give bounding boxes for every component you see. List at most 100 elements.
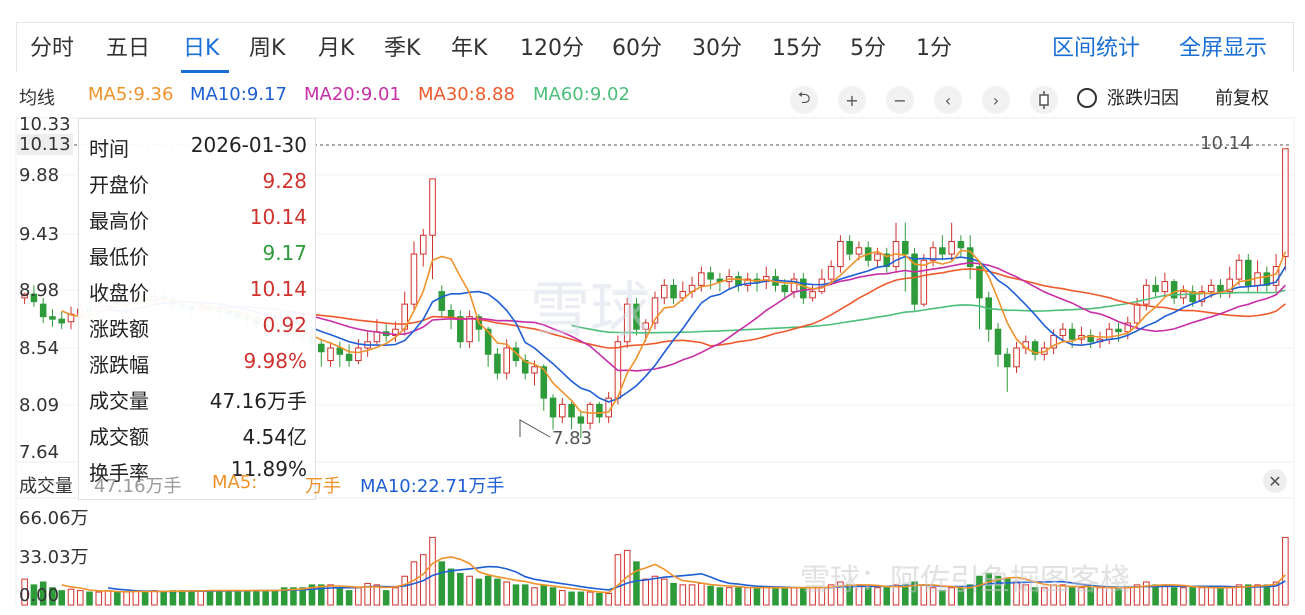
volume-bar xyxy=(605,592,612,606)
candle-body xyxy=(336,347,344,355)
volume-bar xyxy=(21,578,28,606)
volume-bar xyxy=(948,587,955,606)
candle-body xyxy=(1198,291,1206,303)
candle-body xyxy=(521,360,529,374)
tab-0[interactable]: 分时 xyxy=(30,36,75,61)
volume-bar xyxy=(559,590,566,606)
candle-body xyxy=(1161,281,1169,293)
volume-bar xyxy=(744,587,751,606)
tab-6[interactable]: 年K xyxy=(451,36,488,61)
candle-body xyxy=(568,403,575,418)
next-button[interactable]: › xyxy=(982,86,1010,114)
volume-bar xyxy=(531,587,538,606)
candle-body xyxy=(874,253,881,261)
tooltip-key: 开盘价 xyxy=(89,173,149,197)
tooltip-value: 0.92 xyxy=(262,313,307,337)
volume-bar xyxy=(1180,587,1187,606)
tab-11[interactable]: 5分 xyxy=(850,36,886,61)
volume-bar xyxy=(1282,536,1289,606)
volume-bar xyxy=(1217,587,1224,606)
attribution-radio[interactable] xyxy=(1077,88,1097,108)
close-volume-button[interactable]: ✕ xyxy=(1263,469,1287,493)
tab-5[interactable]: 季K xyxy=(384,36,421,61)
y-axis-label-7: 7.64 xyxy=(19,442,60,463)
candle-body xyxy=(457,316,464,343)
tooltip-row: 收盘价 10.14 xyxy=(89,277,307,307)
volume-bar xyxy=(95,591,103,606)
volume-bar xyxy=(206,590,214,606)
candle-type-button[interactable] xyxy=(1030,86,1058,114)
reset-button[interactable]: ⮌ xyxy=(790,86,818,114)
candle-body xyxy=(929,247,937,261)
zoom-in-button[interactable]: + xyxy=(838,86,866,114)
volume-bar xyxy=(929,587,937,606)
tab-3[interactable]: 周K xyxy=(249,36,286,61)
volume-bar xyxy=(382,590,390,606)
plus-icon: + xyxy=(845,90,859,110)
candle-body xyxy=(651,297,659,324)
volume-bar xyxy=(902,584,909,606)
vol-axis-label-0: 66.06万 xyxy=(19,508,89,529)
tab-10[interactable]: 15分 xyxy=(772,36,822,61)
period-tabs: 分时 五日 日K 周K 月K 季K 年K 120分 60分 30分 15分 5分 1分 区间统计 全屏显… xyxy=(0,0,1305,73)
candle-body xyxy=(540,366,548,399)
tab-2[interactable]: 日K xyxy=(183,36,220,61)
tab-1[interactable]: 五日 xyxy=(106,36,151,61)
candle-body xyxy=(503,347,510,374)
prev-button[interactable]: ‹ xyxy=(934,86,962,114)
volume-bar xyxy=(521,584,529,606)
volume-bar xyxy=(355,587,362,606)
volume-bar xyxy=(707,585,714,606)
volume-bar xyxy=(568,591,575,606)
volume-bar xyxy=(262,590,269,606)
volume-bar xyxy=(317,584,325,606)
candle-body xyxy=(1189,291,1196,303)
tooltip-value: 10.14 xyxy=(249,277,307,301)
candle-body xyxy=(392,328,399,336)
tab-7[interactable]: 120分 xyxy=(520,36,584,61)
ma30-line xyxy=(293,268,1286,349)
candle-body xyxy=(1226,278,1234,293)
ma60-line xyxy=(571,289,1286,334)
volume-bar xyxy=(299,587,307,606)
tooltip-row: 涨跌额 0.92 xyxy=(89,313,307,343)
tooltip-row: 时间 2026-01-30 xyxy=(89,133,307,163)
candle-body xyxy=(781,284,789,293)
volume-bar xyxy=(753,587,761,606)
candle-body xyxy=(549,397,557,418)
volume-bar xyxy=(76,590,84,606)
volume-bar xyxy=(327,584,334,606)
tab-9[interactable]: 30分 xyxy=(692,36,742,61)
candle-body xyxy=(855,247,863,255)
volume-bar xyxy=(243,590,251,606)
volume-bar xyxy=(725,587,733,606)
volume-bar xyxy=(225,590,232,606)
tooltip-value: 11.89% xyxy=(230,457,307,481)
fullscreen-link[interactable]: 全屏显示 xyxy=(1179,36,1268,61)
volume-bar xyxy=(466,575,473,606)
candle-body xyxy=(596,403,603,418)
interval-stats-link[interactable]: 区间统计 xyxy=(1052,36,1141,61)
volume-bar xyxy=(503,581,510,606)
candle-body xyxy=(345,353,353,362)
volume-bar xyxy=(216,590,223,606)
volume-bar xyxy=(67,588,75,606)
y-axis-label-0: 10.33 xyxy=(19,114,71,135)
volume-bar xyxy=(1022,584,1030,606)
low-price-marker: 7.83 xyxy=(552,428,593,449)
volume-value: 47.16万手 xyxy=(94,476,182,497)
tab-8[interactable]: 60分 xyxy=(612,36,662,61)
tab-4[interactable]: 月K xyxy=(318,36,355,61)
tooltip-value: 4.54亿 xyxy=(242,425,307,449)
candle-body xyxy=(670,284,677,299)
candle-body xyxy=(1152,284,1159,293)
volume-bar xyxy=(280,587,288,606)
candle-body xyxy=(994,328,1002,355)
candle-body xyxy=(1133,303,1141,324)
y-axis-label-4: 8.98 xyxy=(19,280,60,301)
zoom-out-button[interactable]: − xyxy=(886,86,914,114)
volume-bar xyxy=(549,587,557,606)
adjust-type-selector[interactable]: 前复权 xyxy=(1215,88,1269,109)
volume-bar xyxy=(178,590,186,606)
tab-12[interactable]: 1分 xyxy=(916,36,952,61)
